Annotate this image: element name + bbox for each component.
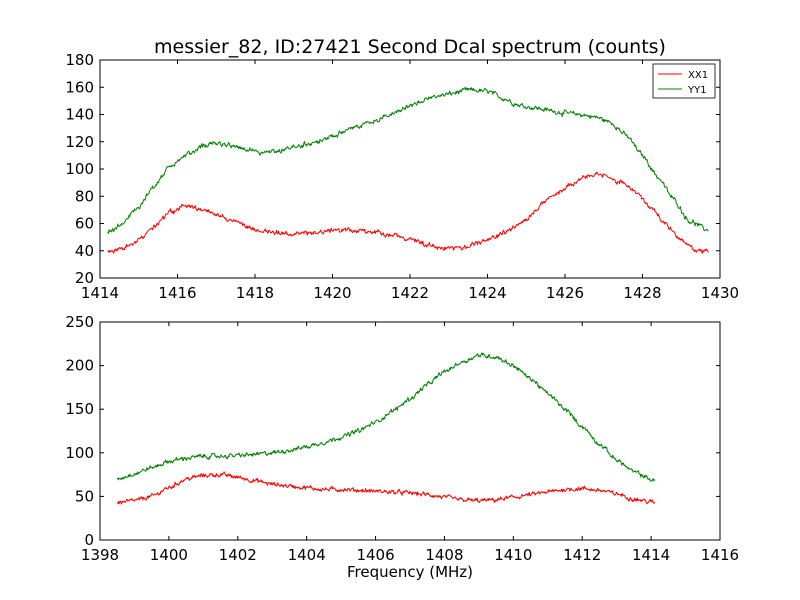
x-tick-label: 1422 xyxy=(391,284,429,302)
bottom-spectrum-panel: 1398 1400 1402 1404 1406 1408 1410 1412 1414 1416… xyxy=(65,313,739,581)
series-line-yy1-panel-0 xyxy=(107,87,709,234)
x-tick-label: 1410 xyxy=(494,546,532,564)
x-tick-label: 1408 xyxy=(425,546,463,564)
y-tick-label: 250 xyxy=(65,313,94,331)
x-tick-label: 1412 xyxy=(563,546,601,564)
y-tick-label: 100 xyxy=(65,160,94,178)
y-tick-label: 100 xyxy=(65,444,94,462)
x-tick-label: 1426 xyxy=(546,284,584,302)
y-tick-label: 180 xyxy=(65,51,94,69)
y-tick-label: 50 xyxy=(75,487,94,505)
x-tick-label: 1416 xyxy=(158,284,196,302)
top-plot-area xyxy=(107,87,709,254)
series-line-yy1-panel-1 xyxy=(116,352,656,482)
x-tick-label: 1402 xyxy=(219,546,257,564)
series-line-xx1-panel-0 xyxy=(107,171,709,254)
legend-box xyxy=(652,63,716,99)
x-tick-label: 1428 xyxy=(623,284,661,302)
top-spectrum-panel: messier_82, ID:27421 Second Dcal spectru… xyxy=(65,36,739,302)
bottom-axes-frame xyxy=(99,321,721,541)
x-tick-label: 1398 xyxy=(81,546,119,564)
y-tick-label: 60 xyxy=(75,215,94,233)
legend-label-yy1: YY1 xyxy=(687,85,707,96)
x-tick-label: 1414 xyxy=(81,284,119,302)
y-tick-label: 40 xyxy=(75,242,94,260)
y-tick-label: 140 xyxy=(65,106,94,124)
x-tick-label: 1424 xyxy=(468,284,506,302)
y-tick-label: 0 xyxy=(84,531,94,549)
x-tick-label: 1430 xyxy=(701,284,739,302)
bottom-plot-area xyxy=(116,352,656,505)
y-tick-label: 120 xyxy=(65,133,94,151)
x-tick-label: 1414 xyxy=(632,546,670,564)
y-tick-label: 160 xyxy=(65,78,94,96)
y-tick-label: 20 xyxy=(75,269,94,287)
x-tick-label: 1404 xyxy=(288,546,326,564)
x-tick-label: 1400 xyxy=(150,546,188,564)
x-tick-label: 1406 xyxy=(356,546,394,564)
x-tick-label: 1418 xyxy=(236,284,274,302)
bottom-x-axis-label: Frequency (MHz) xyxy=(347,563,473,581)
y-tick-label: 200 xyxy=(65,357,94,375)
top-chart-title: messier_82, ID:27421 Second Dcal spectru… xyxy=(154,36,666,58)
x-tick-label: 1416 xyxy=(701,546,739,564)
bottom-axis-ticks: 1398 1400 1402 1404 1406 1408 1410 1412 1414 1416… xyxy=(65,313,739,564)
top-axis-ticks: 1414 1416 1418 1420 1422 1424 1426 1428 1430 20 40… xyxy=(65,51,739,302)
legend-label-xx1: XX1 xyxy=(688,70,708,81)
y-tick-label: 80 xyxy=(75,187,94,205)
series-line-xx1-panel-1 xyxy=(117,471,656,505)
top-legend: XX1 YY1 xyxy=(652,63,716,99)
x-tick-label: 1420 xyxy=(313,284,351,302)
y-tick-label: 150 xyxy=(65,400,94,418)
